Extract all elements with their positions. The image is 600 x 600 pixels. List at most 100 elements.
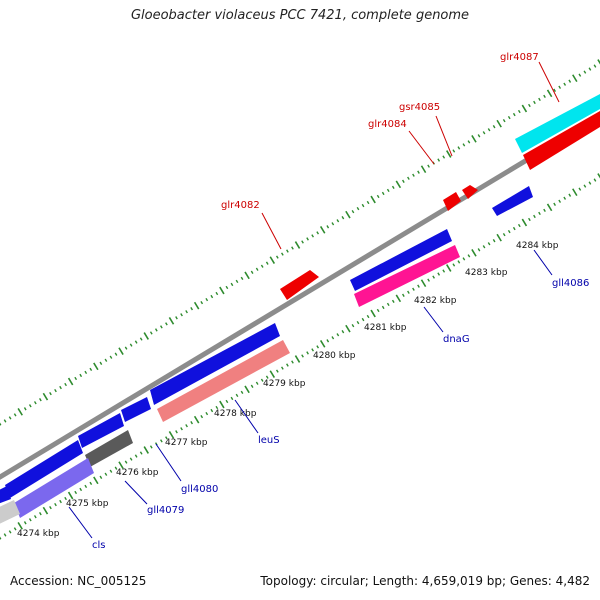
gene-glr4084[interactable] — [462, 185, 478, 199]
outer-tick — [572, 74, 578, 83]
outer-tick — [294, 241, 301, 249]
gene-gll4086[interactable] — [492, 186, 533, 216]
inner-tick — [432, 275, 435, 279]
outer-tick — [345, 210, 351, 219]
label-gll4080: gll4080 — [181, 484, 218, 495]
tick-label-4278: 4278 kbp — [214, 409, 257, 419]
gene-gray-4277[interactable] — [85, 430, 133, 467]
outer-tick — [13, 413, 17, 417]
map-title: Gloeobacter violaceus PCC 7421, complete… — [130, 8, 470, 23]
inner-tick — [366, 314, 370, 319]
outer-tick — [180, 313, 183, 317]
outer-tick — [160, 325, 163, 329]
gene-gll4080[interactable] — [78, 413, 124, 448]
outer-tick — [193, 301, 200, 310]
gene-glr4082[interactable] — [280, 270, 319, 300]
inner-tick — [331, 336, 335, 340]
tick-labels: 4274 kbp 4275 kbp 4276 kbp 4277 kbp 4278… — [17, 241, 559, 539]
inner-tick — [200, 414, 204, 419]
outer-tick — [200, 300, 204, 305]
gene-dnaG[interactable] — [354, 245, 460, 307]
gene-blue-4278[interactable] — [121, 397, 151, 422]
tick-label-4274: 4274 kbp — [17, 529, 60, 539]
outer-tick — [219, 286, 225, 295]
outer-tick — [502, 118, 506, 123]
inner-tick — [93, 476, 99, 485]
label-gll4086: gll4086 — [552, 278, 589, 289]
inner-tick — [381, 305, 385, 310]
inner-tick — [336, 333, 340, 337]
outer-tick — [64, 382, 67, 387]
label-glr4084: glr4084 — [368, 119, 407, 130]
leader-glr4084 — [408, 130, 435, 165]
inner-tick — [143, 446, 149, 454]
gene-glr4087-red[interactable] — [523, 111, 600, 170]
outer-tick — [452, 149, 456, 153]
outer-tick — [467, 140, 471, 144]
gene-gsr4085[interactable] — [443, 192, 461, 211]
outer-tick — [521, 104, 528, 113]
inner-tick — [84, 484, 88, 489]
inner-tick — [533, 214, 536, 219]
gene-blue-left[interactable] — [0, 486, 11, 505]
genome-backbone — [0, 113, 600, 480]
tick-row-outer — [0, 59, 600, 426]
inner-tick — [294, 355, 301, 363]
outer-tick — [366, 200, 370, 205]
inner-tick — [311, 348, 314, 352]
inner-tick — [104, 472, 108, 476]
outer-tick — [477, 134, 481, 138]
outer-tick — [306, 237, 309, 241]
outer-tick — [269, 256, 276, 265]
gene-leuS[interactable] — [157, 340, 290, 422]
outer-tick — [376, 194, 380, 199]
outer-tick — [412, 173, 415, 177]
inner-tick — [588, 181, 592, 185]
inner-tick — [17, 521, 23, 530]
gene-blue-4280[interactable] — [150, 323, 280, 405]
leader-gll4079 — [124, 480, 148, 505]
inner-tick — [487, 242, 491, 246]
inner-tick — [482, 245, 486, 249]
leader-gll4080 — [155, 443, 182, 482]
gene-glr4087-cyan[interactable] — [515, 94, 600, 153]
inner-tick — [49, 505, 52, 510]
inner-tick — [54, 502, 57, 507]
inner-tick — [583, 184, 587, 188]
outer-tick — [558, 85, 562, 89]
gene-cls[interactable] — [14, 458, 94, 518]
inner-tick — [165, 436, 168, 440]
outer-tick — [205, 297, 209, 302]
outer-tick — [281, 252, 284, 256]
label-gll4079: gll4079 — [147, 505, 184, 516]
inner-tick — [402, 293, 405, 297]
inner-tick — [260, 378, 264, 382]
outer-tick — [482, 131, 486, 135]
inner-tick — [89, 481, 93, 486]
inner-tick — [395, 294, 402, 303]
inner-tick — [345, 324, 351, 333]
inner-tick — [99, 475, 103, 479]
outer-tick — [538, 97, 541, 102]
leader-dnaG — [423, 306, 444, 333]
inner-tick — [442, 269, 446, 273]
inner-tick — [572, 188, 578, 197]
inner-tick — [291, 360, 294, 364]
inner-tick — [597, 173, 600, 179]
outer-tick — [361, 203, 365, 208]
outer-tick — [341, 216, 345, 220]
gene-lightgray-left[interactable] — [0, 500, 20, 526]
inner-tick — [427, 278, 430, 282]
outer-tick — [568, 79, 572, 83]
inner-tick — [13, 527, 17, 531]
inner-tick — [240, 390, 244, 395]
outer-tick — [59, 385, 62, 390]
inner-tick — [205, 411, 209, 416]
gene-blue-4282[interactable] — [350, 229, 452, 291]
gene-gll4079[interactable] — [5, 440, 83, 498]
label-glr4082: glr4082 — [221, 200, 260, 211]
inner-tick — [351, 323, 355, 328]
outer-tick — [356, 206, 360, 211]
inner-tick — [269, 370, 276, 379]
inner-tick — [168, 430, 175, 439]
